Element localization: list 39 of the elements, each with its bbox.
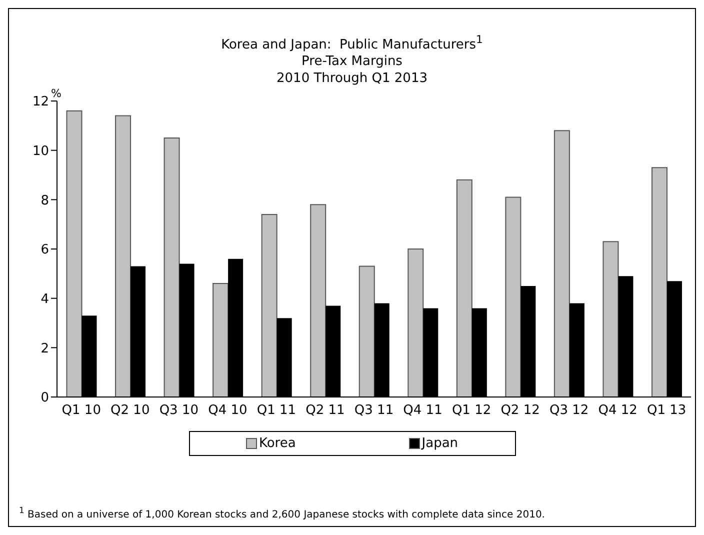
x-tick-label: Q3 12: [549, 404, 589, 419]
x-tick-label: Q2 10: [110, 404, 150, 419]
x-tick-label: Q2 12: [500, 404, 540, 419]
legend-label: Japan: [420, 436, 458, 452]
y-tick-label: 0: [40, 390, 49, 406]
bar: [164, 138, 180, 398]
y-tick-label: 8: [40, 194, 49, 209]
legend-label: Korea: [258, 436, 296, 452]
x-tick-label: Q2 11: [306, 404, 345, 419]
x-tick-label: Q4 11: [403, 404, 442, 419]
y-tick-label: 2: [40, 342, 49, 357]
x-tick-label: Q3 10: [159, 404, 199, 419]
bar: [115, 116, 132, 398]
bar: [408, 248, 424, 398]
x-tick-label: Q1 12: [452, 404, 492, 419]
text: $^{1}$ Based on a universe of 1,000 Korean stocks and 2,600 Japanese stocks with complete data since 2010.: [19, 504, 545, 520]
bar: [651, 167, 668, 398]
bar: [602, 241, 619, 398]
y-tick-label: 4: [40, 292, 49, 308]
bar: [358, 266, 375, 398]
y-tick-label: 12: [32, 94, 49, 110]
x-tick-label: Q1 13: [647, 404, 686, 419]
x-tick-label: Q1 10: [62, 404, 101, 419]
bar: [212, 283, 229, 398]
y-axis-title: %: [51, 87, 62, 100]
chart-subtitle: Pre-Tax Margins 2010 Through Q1 2013: [276, 53, 428, 88]
y-tick-label: 10: [32, 144, 49, 160]
x-tick-label: Q3 11: [354, 404, 394, 419]
chart-title: Korea and Japan: Public Manufacturers$^{1}$: [220, 32, 484, 54]
bar: [261, 214, 278, 398]
y-tick-label: 6: [40, 242, 49, 258]
bar: [66, 110, 82, 398]
bar: [456, 180, 472, 398]
bar: [310, 204, 326, 398]
x-tick-label: Q4 12: [598, 404, 638, 419]
x-tick-label: Q1 11: [256, 404, 296, 419]
bar: [554, 130, 570, 398]
bar: [505, 197, 522, 398]
x-tick-label: Q4 10: [208, 404, 248, 419]
